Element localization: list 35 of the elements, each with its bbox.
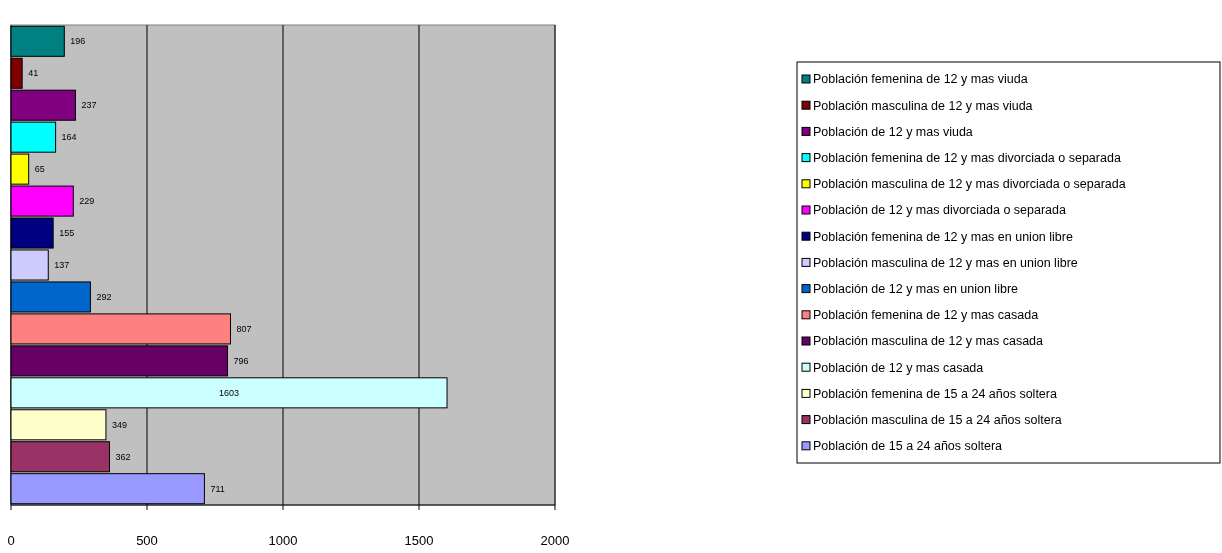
data-label: 796: [233, 356, 249, 367]
legend-label: Población de 12 y mas casada: [813, 360, 984, 375]
data-label: 229: [79, 196, 95, 207]
legend-label: Población femenina de 12 y mas casada: [813, 308, 1039, 323]
x-tick-label: 1000: [268, 533, 298, 548]
legend-label: Población femenina de 12 y mas divorciada o separada: [813, 150, 1121, 165]
x-tick-label: 2000: [540, 533, 570, 548]
x-tick-label: 1500: [404, 533, 434, 548]
data-label: 349: [111, 419, 127, 430]
x-tick-label: 500: [136, 533, 158, 548]
data-label: 362: [115, 451, 131, 462]
legend-label: Población masculina de 12 y mas casada: [813, 334, 1044, 349]
data-label: 164: [61, 132, 77, 143]
legend-label: Población femenina de 12 y mas viuda: [813, 72, 1028, 87]
data-label: 137: [54, 260, 70, 271]
data-label: 807: [236, 324, 252, 335]
legend-label: Población de 12 y mas divorciada o separada: [813, 203, 1066, 218]
data-label: 41: [28, 68, 39, 79]
legend-label: Población de 15 a 24 años soltera: [813, 439, 1003, 454]
legend-label: Población masculina de 12 y mas en union libre: [813, 255, 1078, 270]
legend-label: Población masculina de 12 y mas divorciada o separada: [813, 177, 1126, 192]
data-label: 196: [70, 36, 86, 47]
data-label: 237: [81, 100, 97, 111]
legend-label: Población de 12 y mas viuda: [813, 124, 973, 139]
data-label: 1603: [218, 387, 240, 398]
legend-label: Población femenina de 15 a 24 años soltera: [813, 386, 1057, 401]
legend-label: Población masculina de 12 y mas viuda: [813, 98, 1033, 113]
data-label: 65: [34, 164, 45, 175]
x-tick-label: 0: [7, 533, 15, 548]
data-label: 155: [59, 228, 75, 239]
legend-label: Población masculina de 15 a 24 años soltera: [813, 412, 1062, 427]
legend-label: Población de 12 y mas en union libre: [813, 281, 1019, 296]
legend-label: Población femenina de 12 y mas en union libre: [813, 229, 1073, 244]
data-label: 292: [96, 292, 112, 303]
data-label: 711: [210, 483, 225, 494]
